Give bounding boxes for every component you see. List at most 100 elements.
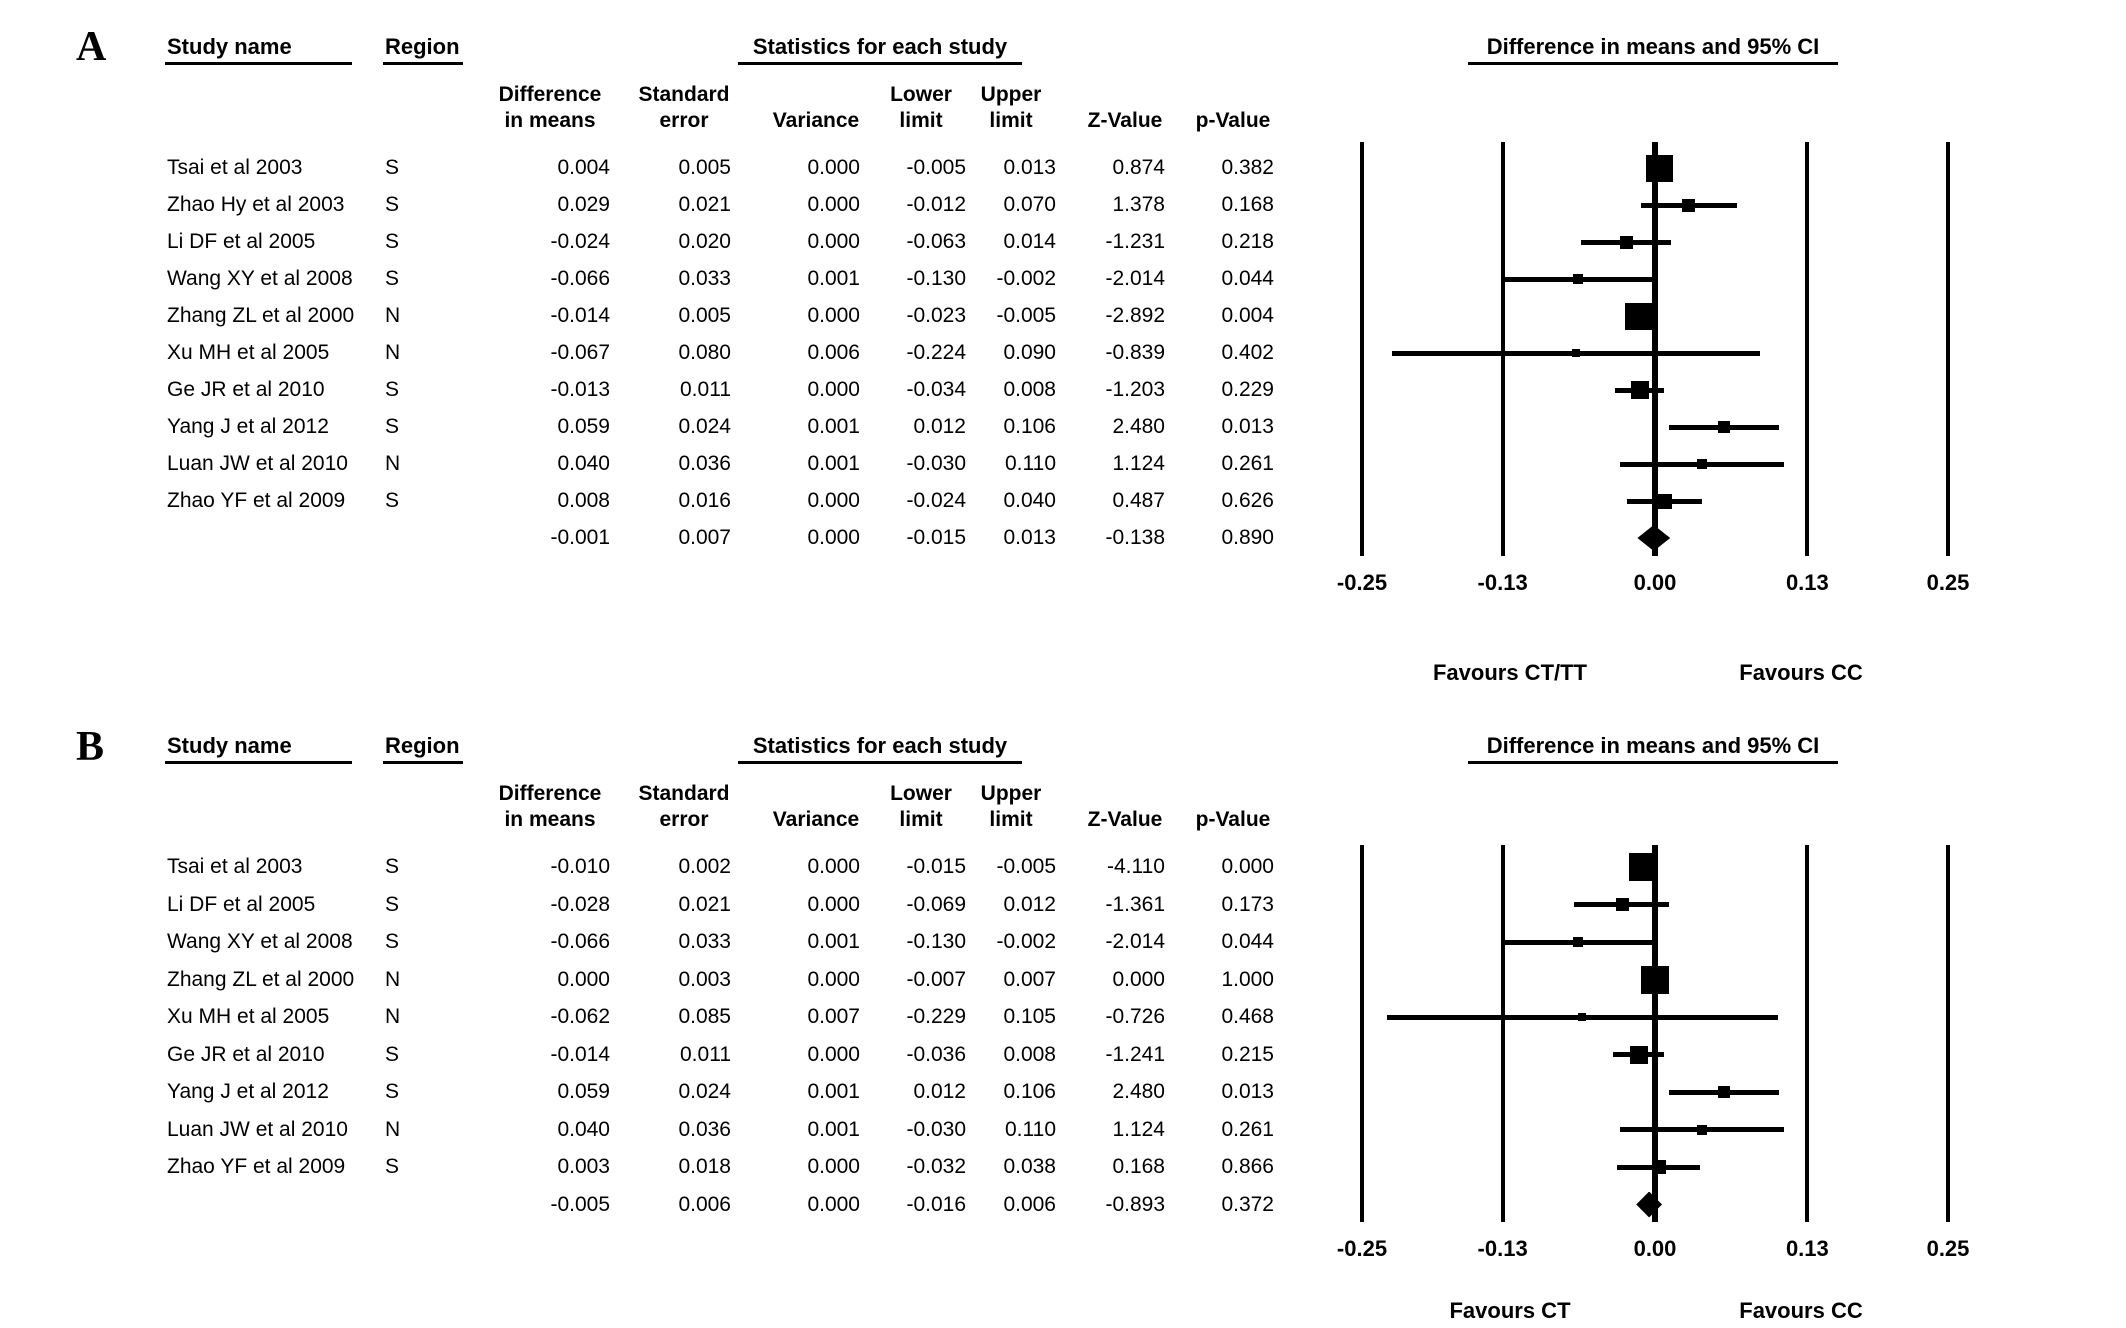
study-name-cell: Zhao Hy et al 2003 xyxy=(167,193,345,216)
stat-cell: -0.839 xyxy=(1105,341,1165,364)
region-cell: S xyxy=(385,930,400,953)
summary-stat-cell: 0.013 xyxy=(1003,526,1056,549)
region-cell: N xyxy=(385,341,401,364)
region-header-underline xyxy=(383,761,463,764)
stat-cell: 0.487 xyxy=(1112,489,1165,512)
stat-cell: 0.001 xyxy=(807,267,860,290)
stat-cell: 0.070 xyxy=(1003,193,1056,216)
panel-label: B xyxy=(76,724,105,770)
stat-cell: -0.726 xyxy=(1105,1005,1165,1028)
stat-cell: 0.261 xyxy=(1221,452,1274,475)
stat-cell: -0.014 xyxy=(550,304,610,327)
stat-cell: 0.173 xyxy=(1221,892,1274,916)
summary-stat-cell: -0.016 xyxy=(906,1192,966,1216)
stat-cell: -0.063 xyxy=(906,230,966,253)
stat-cell: 0.261 xyxy=(1221,1117,1274,1141)
stat-column-header-line: Z-Value xyxy=(1087,109,1163,132)
study-name-cell: Ge JR et al 2010 xyxy=(167,378,325,401)
region-cell: N xyxy=(385,1005,401,1028)
region-cell: N xyxy=(385,452,401,475)
stat-cell: 0.020 xyxy=(678,230,731,253)
stat-column-header-line: Difference xyxy=(498,782,602,805)
study-name-cell: Luan JW et al 2010 xyxy=(167,452,348,475)
study-name-cell: Yang J et al 2012 xyxy=(167,415,329,438)
favours-left-label: Favours CT/TT xyxy=(1432,660,1587,685)
weight-square xyxy=(1630,381,1649,399)
study-header-underline xyxy=(165,62,352,65)
region-cell: S xyxy=(385,415,400,438)
stat-cell: 1.000 xyxy=(1221,967,1274,991)
stat-cell: 0.044 xyxy=(1221,930,1274,953)
stat-cell: 0.040 xyxy=(557,1117,610,1141)
stat-cell: -0.066 xyxy=(550,930,610,953)
study-name-cell: Ge JR et al 2010 xyxy=(167,1042,325,1066)
stat-cell: -0.014 xyxy=(550,1042,610,1066)
region-cell: S xyxy=(385,156,400,179)
stat-cell: -0.062 xyxy=(550,1005,610,1028)
stat-cell: 0.040 xyxy=(557,452,610,475)
weight-square xyxy=(1696,459,1707,469)
stat-cell: 0.044 xyxy=(1221,267,1274,290)
stat-cell: 0.036 xyxy=(678,452,731,475)
stat-cell: 0.000 xyxy=(807,1042,860,1066)
stat-cell: 0.000 xyxy=(807,855,860,878)
stat-column-header-line: Standard xyxy=(638,782,730,805)
region-column-header: Region xyxy=(385,733,460,758)
stat-column-header-line: limit xyxy=(989,109,1033,132)
axis-tick-label: 0.13 xyxy=(1785,1236,1829,1261)
stat-cell: -2.014 xyxy=(1105,267,1165,290)
study-name-cell: Zhao YF et al 2009 xyxy=(167,1155,346,1178)
stat-cell: -0.002 xyxy=(996,267,1056,290)
study-name-cell: Wang XY et al 2008 xyxy=(167,930,353,953)
stat-cell: 0.000 xyxy=(807,892,860,916)
stat-cell: -0.005 xyxy=(996,855,1056,878)
gridline xyxy=(1360,845,1364,1222)
stat-cell: 0.000 xyxy=(807,1155,860,1178)
stat-cell: 0.085 xyxy=(678,1005,731,1028)
stat-column-header-line: Difference xyxy=(498,83,602,106)
stat-cell: 0.018 xyxy=(678,1155,731,1178)
stat-cell: 0.626 xyxy=(1221,489,1274,512)
stat-cell: 0.218 xyxy=(1221,230,1274,253)
region-cell: S xyxy=(385,193,400,216)
stat-cell: 0.382 xyxy=(1221,156,1274,179)
region-cell: N xyxy=(385,304,401,327)
stat-cell: -0.036 xyxy=(906,1042,966,1066)
stat-column-header-line: Variance xyxy=(772,109,860,132)
study-name-cell: Yang J et al 2012 xyxy=(167,1080,329,1103)
study-name-cell: Zhang ZL et al 2000 xyxy=(167,967,355,991)
stat-column-header-line: p-Value xyxy=(1195,109,1271,132)
stat-column-header-line: limit xyxy=(899,808,943,831)
stat-cell: -4.110 xyxy=(1107,855,1165,878)
study-name-cell: Tsai et al 2003 xyxy=(167,156,303,179)
weight-square xyxy=(1656,493,1672,509)
stat-cell: 0.021 xyxy=(678,892,731,916)
stat-cell: 0.059 xyxy=(557,1080,610,1103)
stat-cell: 1.124 xyxy=(1112,452,1165,475)
stat-cell: 0.402 xyxy=(1221,341,1274,364)
stat-cell: -0.130 xyxy=(906,930,966,953)
stat-cell: 0.040 xyxy=(1003,489,1056,512)
stat-cell: 0.024 xyxy=(678,1080,731,1103)
stat-cell: 0.012 xyxy=(913,1080,966,1103)
study-name-column-header: Study name xyxy=(167,733,292,758)
region-cell: S xyxy=(385,267,400,290)
summary-stat-cell: 0.007 xyxy=(678,526,731,549)
stat-column-header-line: in means xyxy=(504,808,596,831)
stat-cell: 0.000 xyxy=(557,967,610,991)
weight-square xyxy=(1696,1124,1707,1135)
stat-cell: 1.378 xyxy=(1112,193,1165,216)
stat-cell: 0.110 xyxy=(1005,1117,1056,1141)
stat-column-header-line: Upper xyxy=(980,782,1042,805)
weight-square xyxy=(1629,853,1658,881)
stat-cell: 0.874 xyxy=(1112,156,1165,179)
favours-left-label: Favours CT xyxy=(1449,1298,1571,1323)
region-cell: S xyxy=(385,1080,400,1103)
plot-group-header: Difference in means and 95% CI xyxy=(1486,733,1820,758)
stat-column-header-line: Standard xyxy=(638,83,730,106)
gridline xyxy=(1805,845,1810,1222)
stat-cell: 0.012 xyxy=(1003,892,1056,916)
stat-cell: 0.006 xyxy=(807,341,860,364)
stats-group-header: Statistics for each study xyxy=(752,34,1008,59)
summary-stat-cell: 0.006 xyxy=(678,1192,731,1216)
